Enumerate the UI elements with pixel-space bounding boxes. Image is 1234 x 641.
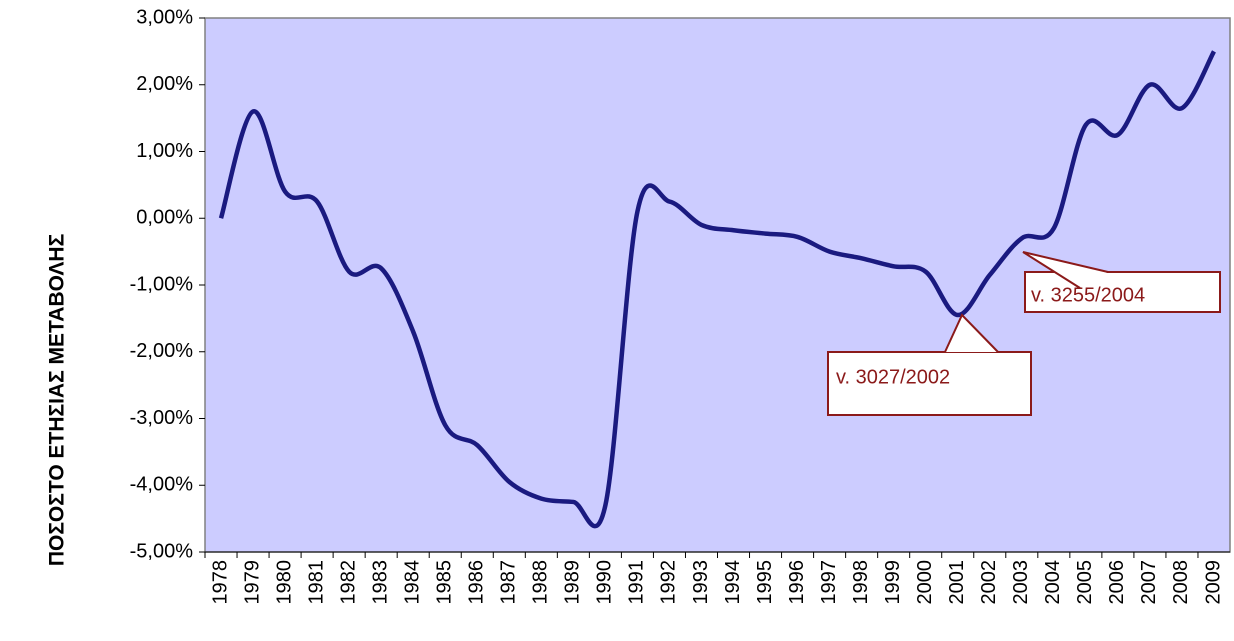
annotation-box: [827, 351, 1032, 416]
y-tick-label: 1,00%: [136, 140, 193, 162]
x-tick-label: 2008: [1170, 560, 1192, 605]
x-tick-label: 2006: [1106, 560, 1128, 605]
x-tick-label: 1981: [305, 560, 327, 605]
annotation-text: v. 3255/2004: [1031, 284, 1145, 306]
x-tick-label: 1999: [882, 560, 904, 605]
x-tick-label: 1985: [434, 560, 456, 605]
data-line: [218, 50, 1216, 529]
annotation-pointer: [1022, 251, 1109, 289]
y-tick-label: -3,00%: [130, 407, 194, 429]
x-tick-label: 1989: [562, 560, 584, 605]
x-tick-label: 2005: [1074, 560, 1096, 605]
y-tick-label: 2,00%: [136, 73, 193, 95]
x-tick-label: 1983: [369, 560, 391, 605]
annotation-pointer: [944, 313, 999, 353]
x-tick-label: 1988: [530, 560, 552, 605]
y-tick-label: -2,00%: [130, 340, 194, 362]
x-tick-label: 2004: [1042, 560, 1064, 605]
x-tick-label: 2002: [978, 560, 1000, 605]
x-tick-label: 2009: [1202, 560, 1224, 605]
x-tick-label: 1987: [498, 560, 520, 605]
y-tick-label: 3,00%: [136, 6, 193, 28]
x-tick-label: 1984: [401, 560, 423, 605]
y-tick-label: -5,00%: [130, 540, 194, 562]
x-tick-label: 2000: [914, 560, 936, 605]
x-tick-label: 1993: [690, 560, 712, 605]
x-tick-label: 1992: [658, 560, 680, 605]
x-tick-label: 1995: [754, 560, 776, 605]
y-tick-label: 0,00%: [136, 207, 193, 229]
x-tick-label: 1979: [241, 560, 263, 605]
x-tick-label: 1982: [337, 560, 359, 605]
x-tick-label: 1996: [786, 560, 808, 605]
y-axis-label: ΠΟΣΟΣΤΟ ΕΤΗΣΙΑΣ ΜΕΤΑΒΟΛΗΣ: [46, 234, 69, 566]
annotation-text: v. 3027/2002: [836, 366, 950, 388]
x-tick-label: 2001: [946, 560, 968, 605]
x-tick-label: 1980: [273, 560, 295, 605]
y-tick-label: -4,00%: [130, 474, 194, 496]
annotation-box: [1024, 271, 1221, 313]
x-tick-label: 2003: [1010, 560, 1032, 605]
x-tick-label: 1990: [594, 560, 616, 605]
x-tick-label: 1986: [466, 560, 488, 605]
x-tick-label: 1994: [722, 560, 744, 605]
y-tick-label: -1,00%: [130, 273, 194, 295]
x-tick-label: 1991: [626, 560, 648, 605]
x-tick-label: 2007: [1138, 560, 1160, 605]
x-tick-label: 1978: [209, 560, 231, 605]
x-tick-label: 1998: [850, 560, 872, 605]
x-tick-label: 1997: [818, 560, 840, 605]
